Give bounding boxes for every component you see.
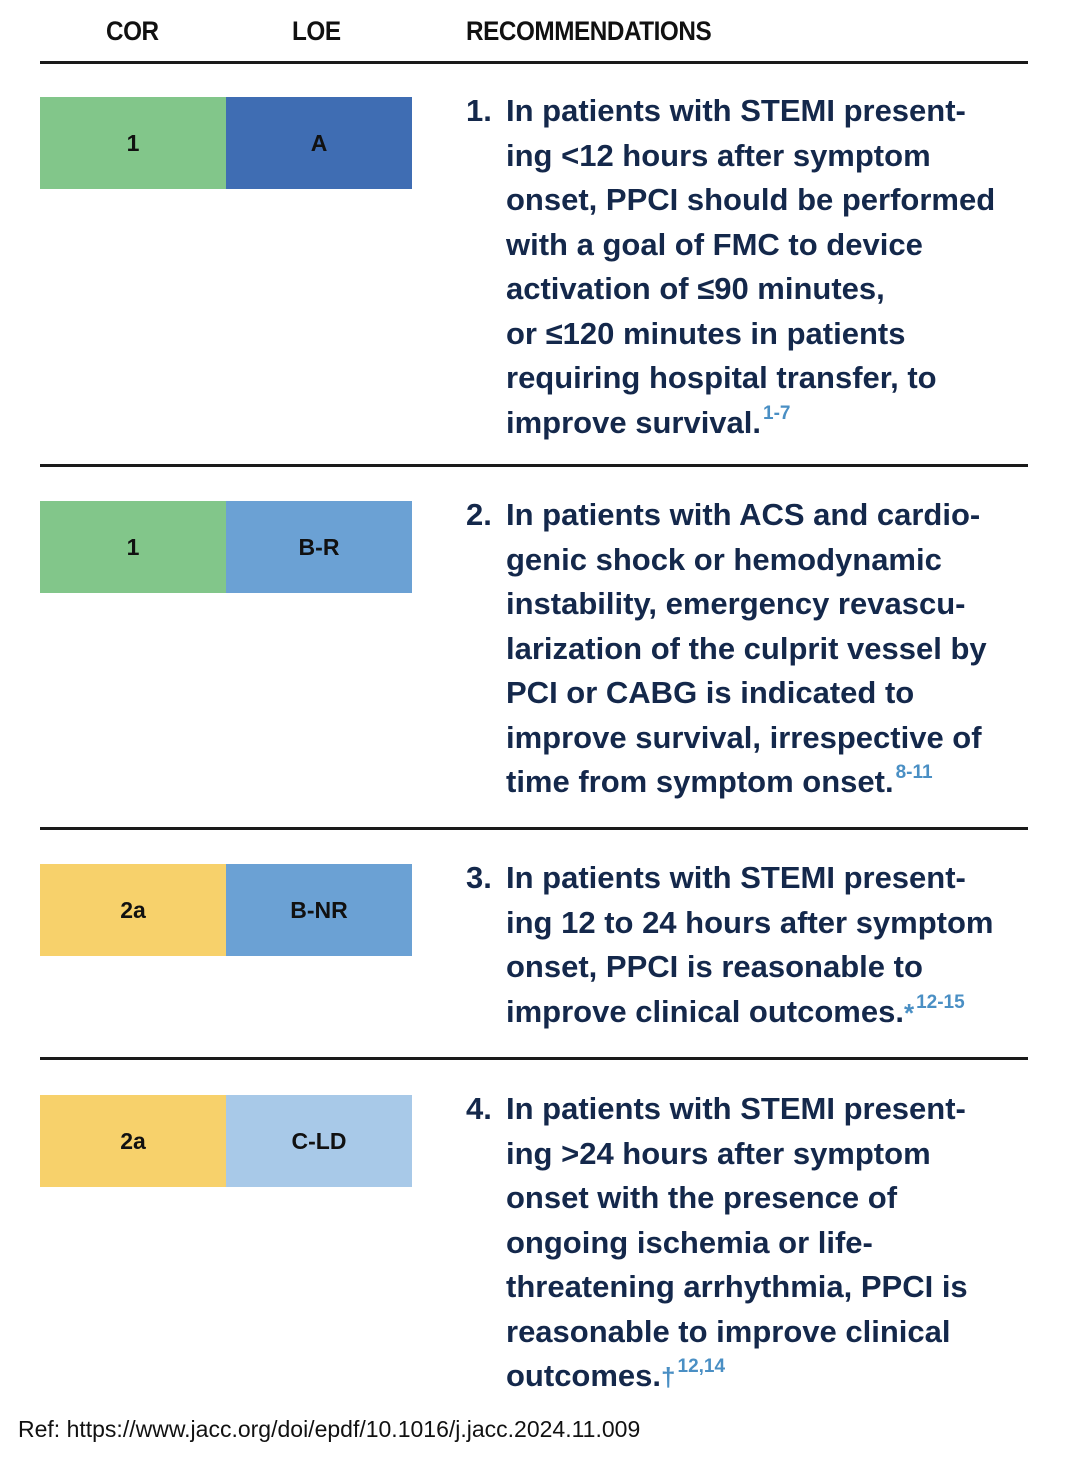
recommendation-number: 3. xyxy=(466,860,492,895)
loe-cell: A xyxy=(226,97,412,189)
class-level-badge: 2a C-LD xyxy=(40,1095,412,1187)
citation[interactable]: 1-7 xyxy=(763,402,791,424)
row-divider xyxy=(40,464,1028,467)
recommendation-body: In patients with STEMI present- ing 12 t… xyxy=(506,860,994,1029)
recommendation-body: In patients with ACS and cardio- genic s… xyxy=(506,497,987,799)
header-cor: COR xyxy=(106,16,159,46)
class-level-badge: 1 B-R xyxy=(40,501,412,593)
recommendation-number: 1. xyxy=(466,93,492,128)
citation[interactable]: 12-15 xyxy=(916,991,965,1013)
cor-cell: 2a xyxy=(40,864,226,956)
cor-cell: 1 xyxy=(40,501,226,593)
header-divider xyxy=(40,61,1028,64)
recommendation-body: In patients with STEMI present- ing >24 … xyxy=(506,1091,968,1393)
recommendation-text: 4. In patients with STEMI present- ing >… xyxy=(466,1087,1036,1404)
class-level-badge: 1 A xyxy=(40,97,412,189)
class-level-badge: 2a B-NR xyxy=(40,864,412,956)
recommendation-text: 3. In patients with STEMI present- ing 1… xyxy=(466,856,1036,1039)
recommendation-text: 1. In patients with STEMI present- ing <… xyxy=(466,89,1036,450)
row-divider xyxy=(40,1057,1028,1060)
row-divider xyxy=(40,827,1028,830)
footnote-mark: * xyxy=(903,997,915,1028)
recommendation-number: 2. xyxy=(466,497,492,532)
citation[interactable]: 12,14 xyxy=(677,1356,726,1377)
header-loe: LOE xyxy=(292,16,341,46)
footnote-mark: † xyxy=(661,1362,676,1392)
loe-cell: B-R xyxy=(226,501,412,593)
table-header: COR LOE RECOMMENDATIONS xyxy=(40,0,1028,64)
header-recommendations: RECOMMENDATIONS xyxy=(466,16,712,46)
loe-cell: C-LD xyxy=(226,1095,412,1187)
recommendation-body: In patients with STEMI present- ing <12 … xyxy=(506,93,996,440)
citation[interactable]: 8-11 xyxy=(895,762,933,783)
cor-cell: 1 xyxy=(40,97,226,189)
loe-cell: B-NR xyxy=(226,864,412,956)
reference-link[interactable]: Ref: https://www.jacc.org/doi/epdf/10.10… xyxy=(18,1416,641,1442)
recommendation-number: 4. xyxy=(466,1091,492,1126)
recommendation-text: 2. In patients with ACS and cardio- geni… xyxy=(466,493,1036,810)
cor-cell: 2a xyxy=(40,1095,226,1187)
